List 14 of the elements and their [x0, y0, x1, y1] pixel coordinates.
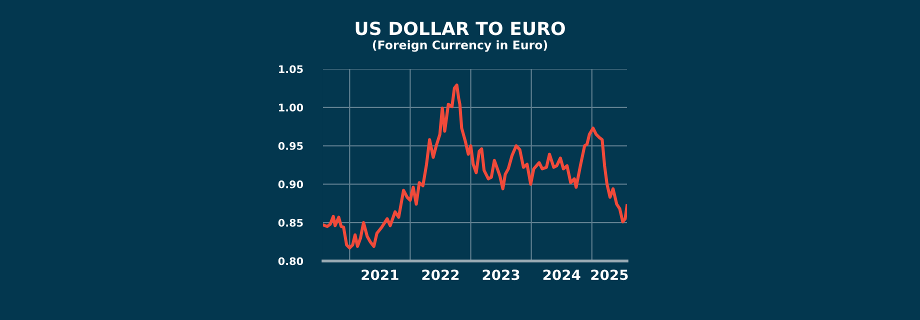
x-tick-label: 2025 — [591, 270, 628, 280]
y-tick-label: 1.05 — [279, 65, 303, 74]
x-tick-label: 2022 — [422, 270, 459, 280]
y-tick-label: 0.90 — [278, 180, 304, 188]
y-tick-label: 0.85 — [278, 218, 303, 227]
y-tick-label: 0.95 — [278, 142, 303, 150]
x-tick-label: 2024 — [543, 270, 580, 280]
chart-subtitle: (Foreign Currency in Euro) — [372, 40, 548, 52]
chart-title: US DOLLAR TO EURO — [356, 22, 565, 36]
x-tick-label: 2021 — [362, 270, 398, 280]
line-series — [323, 84, 627, 250]
y-tick-label: 1.00 — [279, 104, 304, 112]
y-tick-label: 0.80 — [278, 257, 304, 266]
x-tick-label: 2023 — [482, 270, 520, 280]
